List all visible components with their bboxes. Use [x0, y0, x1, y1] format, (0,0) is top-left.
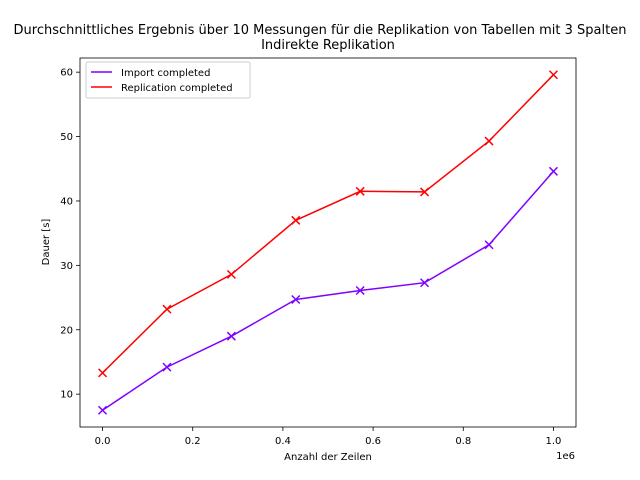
chart-title: Durchschnittliches Ergebnis über 10 Mess… — [14, 23, 627, 38]
data-point-marker — [226, 331, 236, 341]
x-tick-label: 0.4 — [275, 436, 291, 447]
series-line-0 — [102, 170, 555, 411]
x-axis-offset-text: 1e6 — [556, 451, 575, 462]
data-point-marker — [291, 294, 301, 305]
y-tick-label: 30 — [60, 261, 73, 272]
y-tick-label: 10 — [60, 390, 73, 401]
data-point-marker — [98, 368, 108, 378]
y-tick-label: 20 — [60, 325, 73, 336]
chart-subtitle: Indirekte Replikation — [261, 38, 395, 53]
data-point-marker — [226, 269, 236, 279]
data-point-marker — [162, 304, 172, 314]
data-point-marker — [355, 285, 365, 296]
x-tick-label: 1.0 — [546, 436, 562, 447]
series-line-1 — [101, 74, 555, 374]
legend-label-import: Import completed — [121, 68, 210, 79]
legend: Import completed Replication completed — [85, 61, 251, 99]
data-point-marker — [484, 136, 494, 146]
data-point-marker — [484, 240, 494, 250]
plot-area: 0.0 0.2 0.4 0.6 0.8 1.0 10 20 30 40 50 60 — [60, 57, 577, 447]
y-axis-label: Dauer [s] — [41, 219, 52, 266]
y-tick-label: 60 — [60, 68, 73, 79]
data-point-marker — [420, 278, 430, 288]
x-tick-label: 0.6 — [365, 436, 381, 447]
x-tick-label: 0.2 — [185, 436, 201, 447]
data-point-marker — [162, 362, 172, 372]
axes-frame — [79, 57, 577, 428]
x-tick-label: 0.0 — [95, 436, 111, 447]
data-point-marker — [548, 166, 558, 176]
data-point-marker — [291, 215, 301, 225]
data-point-marker — [548, 70, 558, 80]
legend-box — [85, 61, 251, 99]
data-point-marker — [420, 187, 430, 197]
legend-label-replication: Replication completed — [121, 83, 233, 94]
x-tick-label: 0.8 — [455, 436, 471, 447]
data-point-marker — [98, 405, 108, 415]
y-tick-label: 40 — [60, 196, 73, 207]
y-tick-label: 50 — [60, 132, 73, 143]
data-point-marker — [355, 186, 365, 196]
x-axis-label: Anzahl der Zeilen — [284, 452, 372, 463]
